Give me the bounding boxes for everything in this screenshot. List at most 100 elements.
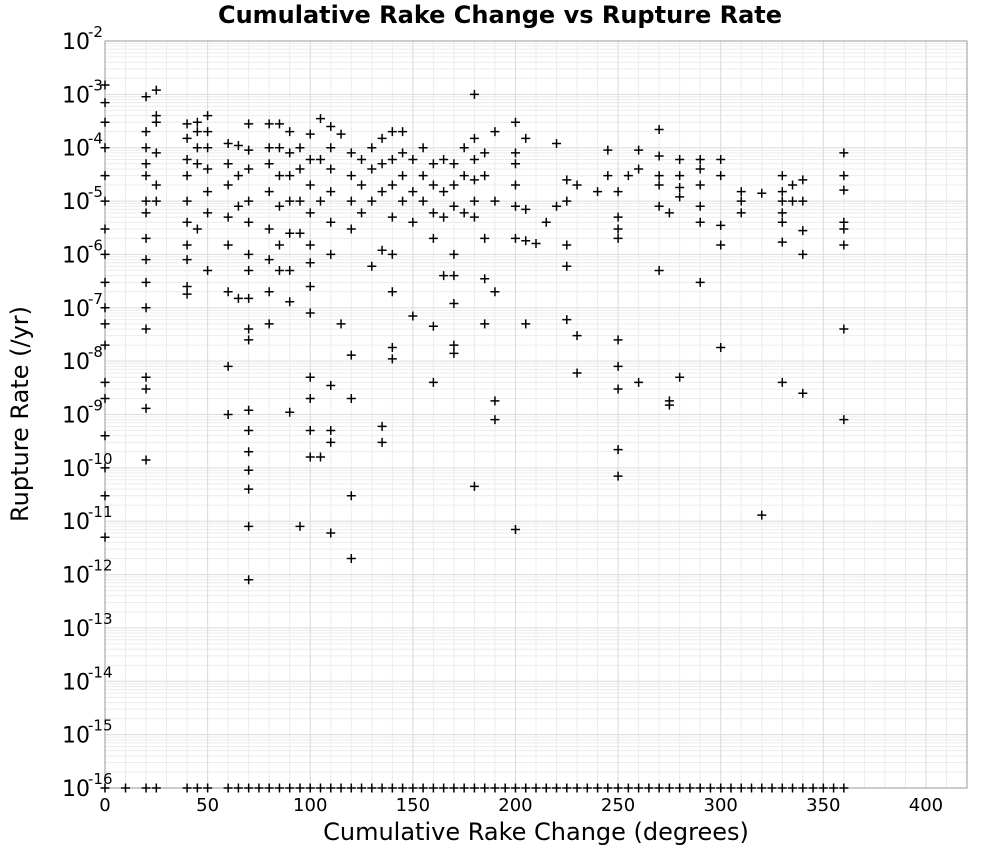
data-point	[798, 388, 808, 398]
data-point	[141, 208, 151, 218]
data-point	[408, 783, 418, 793]
y-axis-label: Rupture Rate (/yr)	[6, 306, 34, 522]
data-point	[510, 117, 520, 127]
data-point	[244, 465, 254, 475]
data-point	[449, 249, 459, 259]
data-point	[295, 228, 305, 238]
data-point	[377, 159, 387, 169]
data-point	[480, 274, 490, 284]
data-point	[244, 249, 254, 259]
data-point	[777, 783, 787, 793]
data-point	[623, 783, 633, 793]
data-point	[695, 217, 705, 227]
data-point	[305, 308, 315, 318]
data-point	[141, 92, 151, 102]
y-tick-label: 10-6	[62, 236, 103, 268]
data-point	[244, 521, 254, 531]
data-point	[480, 319, 490, 329]
data-point	[500, 783, 510, 793]
data-point	[428, 233, 438, 243]
data-point	[398, 171, 408, 181]
data-point	[182, 240, 192, 250]
y-tick-label: 10-4	[62, 130, 103, 162]
data-point	[346, 224, 356, 234]
data-point	[449, 340, 459, 350]
data-point	[777, 217, 787, 227]
y-tick-exponent: -10	[88, 450, 113, 468]
data-point	[182, 171, 192, 181]
data-point	[469, 196, 479, 206]
data-point	[244, 484, 254, 494]
x-tick-label: 100	[293, 795, 327, 816]
y-tick-label: 10-12	[62, 557, 113, 589]
y-tick-label: 10-2	[62, 23, 103, 55]
data-point	[387, 783, 397, 793]
data-point	[469, 481, 479, 491]
x-tick-label: 150	[396, 795, 430, 816]
x-tick-label: 200	[498, 795, 532, 816]
data-point	[695, 277, 705, 287]
data-point	[695, 201, 705, 211]
data-point	[469, 783, 479, 793]
data-point	[326, 187, 336, 197]
data-point	[613, 361, 623, 371]
data-point	[387, 212, 397, 222]
data-point	[254, 783, 264, 793]
y-tick-base: 10	[62, 777, 90, 802]
data-point	[582, 783, 592, 793]
data-point	[562, 175, 572, 185]
data-point	[326, 164, 336, 174]
data-point	[141, 233, 151, 243]
data-point	[521, 783, 531, 793]
data-point	[326, 528, 336, 538]
data-point	[654, 201, 664, 211]
data-point	[613, 233, 623, 243]
data-point	[449, 201, 459, 211]
data-point	[675, 372, 685, 382]
data-point	[233, 783, 243, 793]
y-tick-base: 10	[62, 670, 90, 695]
data-point	[490, 287, 500, 297]
data-point	[736, 783, 746, 793]
data-point	[203, 164, 213, 174]
data-point	[562, 315, 572, 325]
data-point	[151, 180, 161, 190]
data-point	[439, 271, 449, 281]
data-point	[182, 217, 192, 227]
data-point	[264, 119, 274, 129]
data-point	[572, 331, 582, 341]
data-point	[100, 393, 110, 403]
data-point	[428, 377, 438, 387]
data-point	[367, 196, 377, 206]
data-point	[839, 240, 849, 250]
y-tick-exponent: -14	[88, 663, 113, 681]
data-point	[295, 143, 305, 153]
data-point	[100, 196, 110, 206]
data-point	[428, 783, 438, 793]
data-point	[182, 255, 192, 265]
y-tick-base: 10	[62, 30, 90, 55]
y-tick-label: 10-7	[62, 290, 103, 322]
data-point	[264, 159, 274, 169]
data-point	[459, 171, 469, 181]
data-point	[203, 127, 213, 137]
x-tick-label: 400	[909, 795, 943, 816]
data-point	[285, 127, 295, 137]
data-point	[244, 217, 254, 227]
data-point	[572, 368, 582, 378]
data-point	[305, 426, 315, 436]
data-point	[418, 783, 428, 793]
data-point	[387, 287, 397, 297]
data-point	[203, 265, 213, 275]
data-point	[439, 783, 449, 793]
data-point	[798, 196, 808, 206]
data-point	[100, 340, 110, 350]
y-tick-base: 10	[62, 404, 90, 429]
data-point	[244, 405, 254, 415]
data-point	[757, 510, 767, 520]
data-point	[100, 117, 110, 127]
data-point	[100, 532, 110, 542]
data-point	[305, 208, 315, 218]
data-point	[716, 220, 726, 230]
